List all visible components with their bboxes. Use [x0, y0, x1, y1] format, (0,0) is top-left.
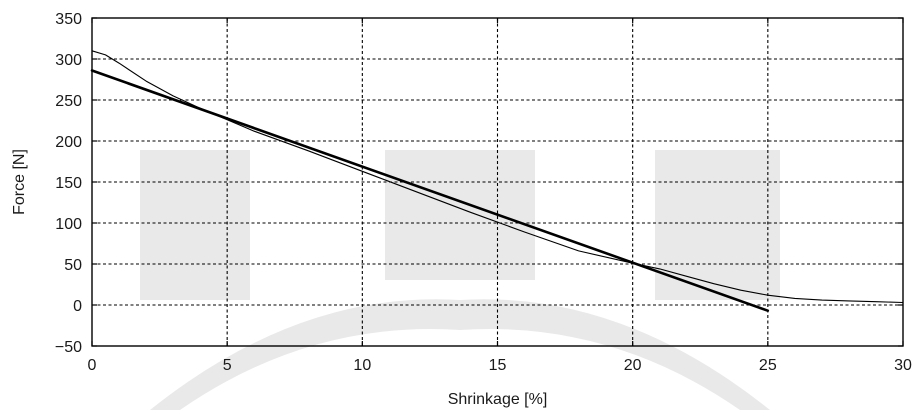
y-tick-label: 200	[55, 134, 82, 151]
measured-force-curve	[91, 50, 904, 304]
x-axis-label: Shrinkage [%]	[448, 391, 548, 408]
y-tick-label: 0	[73, 298, 82, 315]
linear-fit-line	[90, 69, 770, 313]
y-axis-label: Force [N]	[11, 149, 28, 215]
series-layer	[90, 50, 904, 313]
y-tick-label: 250	[55, 93, 82, 110]
y-tick-label: 350	[55, 11, 82, 28]
x-tick-label: 20	[624, 357, 642, 374]
x-tick-label: 5	[223, 357, 232, 374]
y-tick-labels: −50 0 50 100 150 200 250 300 350	[55, 11, 82, 356]
x-tick-label: 15	[489, 357, 507, 374]
y-tick-label: 300	[55, 52, 82, 69]
y-tick-label: 150	[55, 175, 82, 192]
x-tick-label: 10	[353, 357, 371, 374]
x-tick-labels: 0 5 10 15 20 25 30	[88, 357, 912, 374]
y-tick-label: 100	[55, 216, 82, 233]
y-tick-label: 50	[64, 257, 82, 274]
x-tick-label: 30	[894, 357, 912, 374]
x-tick-label: 25	[759, 357, 777, 374]
x-tick-label: 0	[88, 357, 97, 374]
watermark-logo	[140, 150, 780, 410]
tick-marks	[91, 17, 904, 347]
y-tick-label: −50	[55, 339, 82, 356]
